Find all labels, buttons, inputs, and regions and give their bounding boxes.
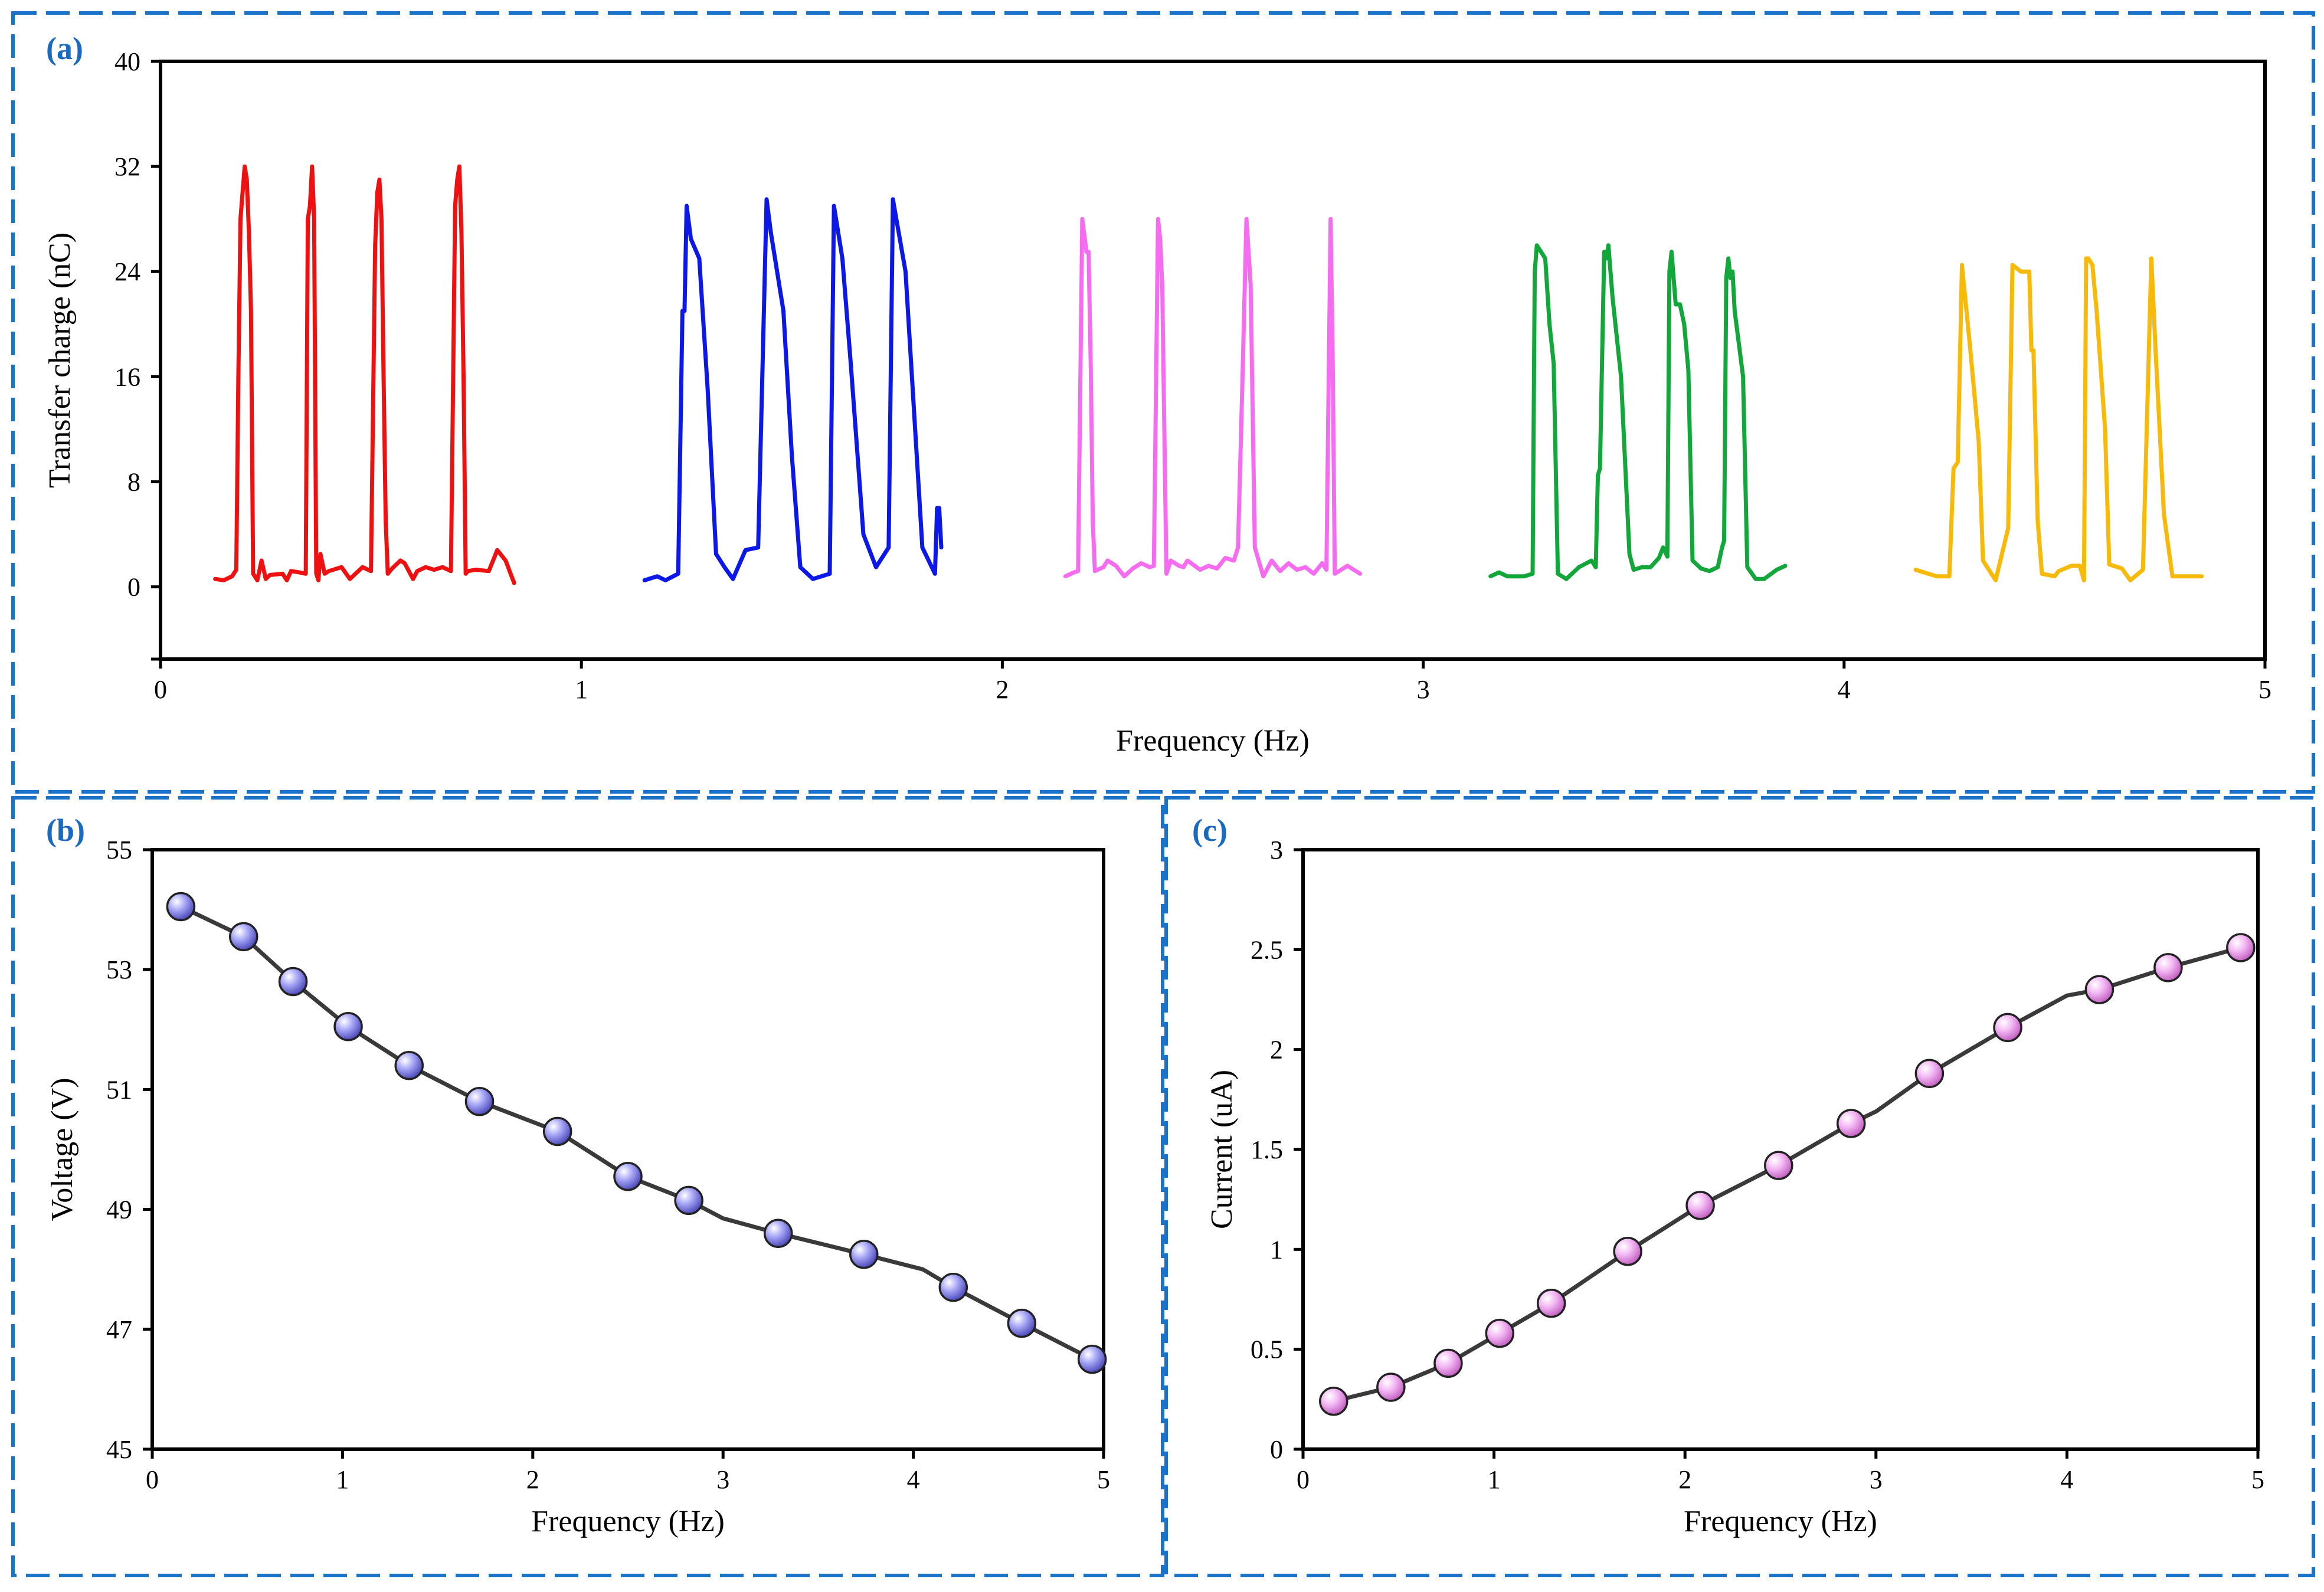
data-point xyxy=(849,1240,879,1269)
data-point xyxy=(278,967,308,997)
x-tick-label: 5 xyxy=(2258,675,2271,704)
series-yellow-trace xyxy=(1913,256,2204,582)
x-tick-label: 1 xyxy=(1488,1465,1501,1494)
y-tick-label: 55 xyxy=(106,836,132,864)
data-point xyxy=(1993,1013,2022,1043)
x-tick-label: 0 xyxy=(1297,1465,1310,1494)
data-point xyxy=(2084,975,2114,1004)
y-tick-label: 0 xyxy=(127,573,140,602)
data-point xyxy=(394,1051,424,1080)
data-point xyxy=(1914,1059,1945,1089)
data-point xyxy=(1319,1386,1348,1416)
y-tick-label: 2 xyxy=(1270,1036,1283,1064)
plot-current: 0 1 2 3 4 5 0 0.5 1 1.5 2 2.5 3 Frequency (Hz) Current… xyxy=(1205,836,2264,1538)
x-tick-label: 0 xyxy=(146,1465,159,1494)
data-point xyxy=(229,922,258,952)
x-tick-label: 4 xyxy=(1838,675,1851,704)
y-axis-label: Current (uA) xyxy=(1205,1070,1239,1229)
data-point xyxy=(2226,933,2256,962)
data-point xyxy=(1613,1236,1642,1266)
frame-panel-c xyxy=(1164,796,2315,1577)
data-point xyxy=(1077,1344,1107,1374)
x-tick-label: 2 xyxy=(1678,1465,1691,1494)
x-axis-label: Frequency (Hz) xyxy=(531,1505,725,1538)
x-tick-label: 3 xyxy=(716,1465,729,1494)
panel-label-a: (a) xyxy=(46,31,83,66)
plot-transfer-charge: 0 1 2 3 4 5 0 8 16 24 32 40 Frequency (Hz) Transfer c… xyxy=(43,47,2271,758)
data-point xyxy=(938,1272,968,1302)
x-tick-label: 3 xyxy=(1870,1465,1883,1494)
x-axis-label: Frequency (Hz) xyxy=(1684,1505,1877,1538)
y-tick-label: 40 xyxy=(114,47,140,76)
data-point xyxy=(1376,1372,1406,1402)
frame-panel-a xyxy=(11,11,2315,794)
panel-label-b: (b) xyxy=(46,813,85,848)
x-tick-label: 4 xyxy=(2060,1465,2073,1494)
y-tick-label: 1.5 xyxy=(1251,1135,1283,1164)
series-green-trace xyxy=(1488,243,1788,581)
x-tick-label: 2 xyxy=(526,1465,539,1494)
axes-box xyxy=(150,848,1105,1451)
data-point xyxy=(613,1161,643,1191)
series-connector-line xyxy=(179,905,1094,1361)
series-red-trace xyxy=(213,164,516,585)
series-magenta-trace xyxy=(1063,217,1363,579)
y-tick-label: 49 xyxy=(106,1195,132,1224)
x-tick-label: 1 xyxy=(336,1465,349,1494)
y-tick-label: 51 xyxy=(106,1075,132,1104)
y-tick-label: 53 xyxy=(106,955,132,984)
y-tick-label: 0 xyxy=(1270,1435,1283,1464)
data-point xyxy=(464,1086,495,1116)
x-tick-label: 2 xyxy=(996,675,1009,704)
x-tick-label: 4 xyxy=(907,1465,920,1494)
data-point xyxy=(333,1011,363,1041)
y-tick-label: 0.5 xyxy=(1251,1335,1283,1364)
data-point xyxy=(1836,1109,1866,1138)
data-point xyxy=(1685,1191,1715,1220)
y-tick-label: 47 xyxy=(106,1315,132,1344)
data-point xyxy=(1764,1151,1793,1180)
x-tick-label: 1 xyxy=(575,675,588,704)
x-tick-label: 0 xyxy=(154,675,167,704)
data-point xyxy=(763,1218,793,1248)
data-point xyxy=(542,1116,572,1146)
y-tick-label: 2.5 xyxy=(1251,935,1283,964)
x-axis-label: Frequency (Hz) xyxy=(1116,724,1310,758)
y-axis-label: Transfer charge (nC) xyxy=(43,232,77,488)
series-connector-line xyxy=(1333,945,2241,1404)
data-point xyxy=(166,892,196,922)
series-blue-trace xyxy=(642,197,944,582)
y-tick-label: 8 xyxy=(127,467,140,496)
panel-label-c: (c) xyxy=(1192,813,1228,848)
y-tick-label: 24 xyxy=(114,257,140,286)
y-tick-label: 3 xyxy=(1270,836,1283,864)
y-tick-label: 32 xyxy=(114,152,140,181)
data-point xyxy=(1433,1348,1463,1378)
data-point xyxy=(674,1185,703,1216)
x-tick-label: 5 xyxy=(1097,1465,1110,1494)
axes-box xyxy=(159,60,2267,661)
y-tick-label: 1 xyxy=(1270,1235,1283,1264)
frame-panel-b xyxy=(11,796,1164,1577)
data-point xyxy=(1007,1308,1037,1338)
y-axis-label: Voltage (V) xyxy=(45,1077,79,1221)
data-point xyxy=(2153,953,2183,982)
data-point xyxy=(1536,1289,1566,1318)
x-tick-label: 3 xyxy=(1417,675,1430,704)
y-tick-label: 45 xyxy=(106,1435,132,1464)
x-tick-label: 5 xyxy=(2251,1465,2264,1494)
y-tick-label: 16 xyxy=(114,362,140,391)
data-point xyxy=(1485,1318,1515,1348)
